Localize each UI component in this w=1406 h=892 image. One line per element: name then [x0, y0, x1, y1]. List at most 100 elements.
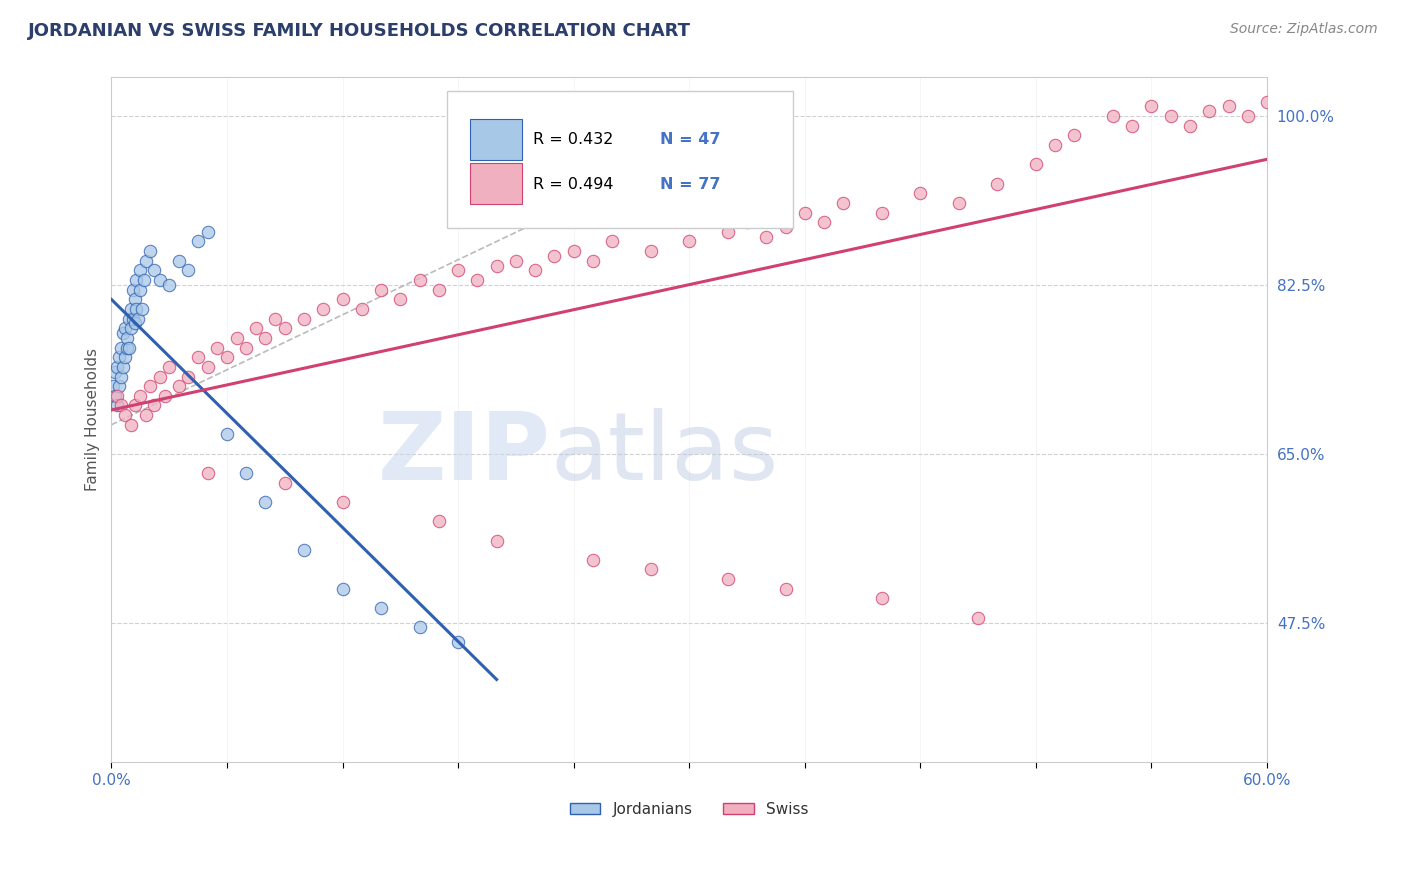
Point: [105, 359, 128, 374]
Point: [948, 195, 970, 210]
Point: [225, 331, 247, 345]
Point: [121, 283, 143, 297]
Point: [1121, 119, 1143, 133]
Point: [134, 273, 156, 287]
Point: [1102, 109, 1125, 123]
Point: [157, 359, 180, 374]
Point: [447, 263, 470, 277]
Point: [197, 359, 219, 374]
Point: [1025, 157, 1047, 171]
Point: [148, 369, 170, 384]
Point: [1178, 119, 1201, 133]
Point: [120, 301, 142, 316]
Point: [1198, 104, 1220, 119]
Point: [111, 326, 134, 340]
Point: [986, 177, 1008, 191]
Point: [427, 514, 450, 528]
Y-axis label: Family Households: Family Households: [86, 349, 100, 491]
Point: [775, 219, 797, 234]
Text: ZIP: ZIP: [378, 409, 551, 500]
Point: [108, 350, 131, 364]
Point: [103, 379, 125, 393]
Text: Source: ZipAtlas.com: Source: ZipAtlas.com: [1230, 22, 1378, 37]
Text: R = 0.494: R = 0.494: [533, 177, 613, 192]
Point: [870, 205, 893, 219]
Point: [264, 311, 287, 326]
Point: [274, 475, 297, 490]
Text: atlas: atlas: [551, 409, 779, 500]
Point: [120, 321, 142, 335]
Point: [408, 273, 430, 287]
Point: [105, 389, 128, 403]
Point: [197, 225, 219, 239]
Point: [254, 495, 277, 509]
Point: [967, 611, 990, 625]
Point: [197, 466, 219, 480]
Text: N = 47: N = 47: [661, 132, 721, 147]
Point: [832, 195, 855, 210]
Point: [524, 263, 547, 277]
Point: [129, 263, 152, 277]
Point: [485, 259, 508, 273]
Point: [125, 301, 148, 316]
Point: [793, 205, 815, 219]
Point: [139, 379, 162, 393]
Point: [124, 293, 146, 307]
Point: [215, 350, 238, 364]
Point: [104, 365, 127, 379]
Point: [177, 263, 200, 277]
Point: [110, 369, 132, 384]
Point: [1043, 138, 1066, 153]
Point: [115, 331, 138, 345]
Point: [485, 533, 508, 548]
Point: [447, 635, 470, 649]
Point: [408, 620, 430, 634]
Point: [350, 301, 373, 316]
FancyBboxPatch shape: [470, 119, 522, 160]
Point: [157, 277, 180, 292]
Point: [114, 408, 136, 422]
Point: [582, 253, 605, 268]
Point: [389, 293, 412, 307]
Point: [640, 562, 662, 576]
Point: [118, 341, 141, 355]
Point: [131, 301, 153, 316]
Point: [813, 215, 835, 229]
Point: [292, 311, 315, 326]
FancyBboxPatch shape: [447, 91, 793, 228]
Point: [207, 341, 229, 355]
Point: [467, 273, 489, 287]
Point: [115, 341, 138, 355]
Point: [125, 273, 148, 287]
Point: [543, 249, 565, 263]
Point: [127, 311, 149, 326]
Legend: Jordanians, Swiss: Jordanians, Swiss: [564, 796, 814, 823]
Point: [235, 341, 257, 355]
Point: [870, 591, 893, 606]
Point: [245, 321, 267, 335]
Point: [678, 235, 700, 249]
Point: [114, 350, 136, 364]
Point: [1063, 128, 1085, 143]
Point: [582, 553, 605, 567]
Point: [155, 389, 177, 403]
Point: [110, 341, 132, 355]
Point: [142, 399, 165, 413]
Point: [600, 235, 623, 249]
Point: [735, 215, 758, 229]
Point: [121, 311, 143, 326]
FancyBboxPatch shape: [470, 163, 522, 204]
Point: [167, 379, 190, 393]
Point: [235, 466, 257, 480]
Point: [114, 321, 136, 335]
Point: [1236, 109, 1258, 123]
Point: [187, 235, 209, 249]
Point: [640, 244, 662, 259]
Point: [312, 301, 335, 316]
Point: [775, 582, 797, 596]
Point: [332, 582, 354, 596]
Point: [215, 427, 238, 442]
Point: [104, 389, 127, 403]
Point: [910, 186, 932, 201]
Point: [135, 408, 157, 422]
